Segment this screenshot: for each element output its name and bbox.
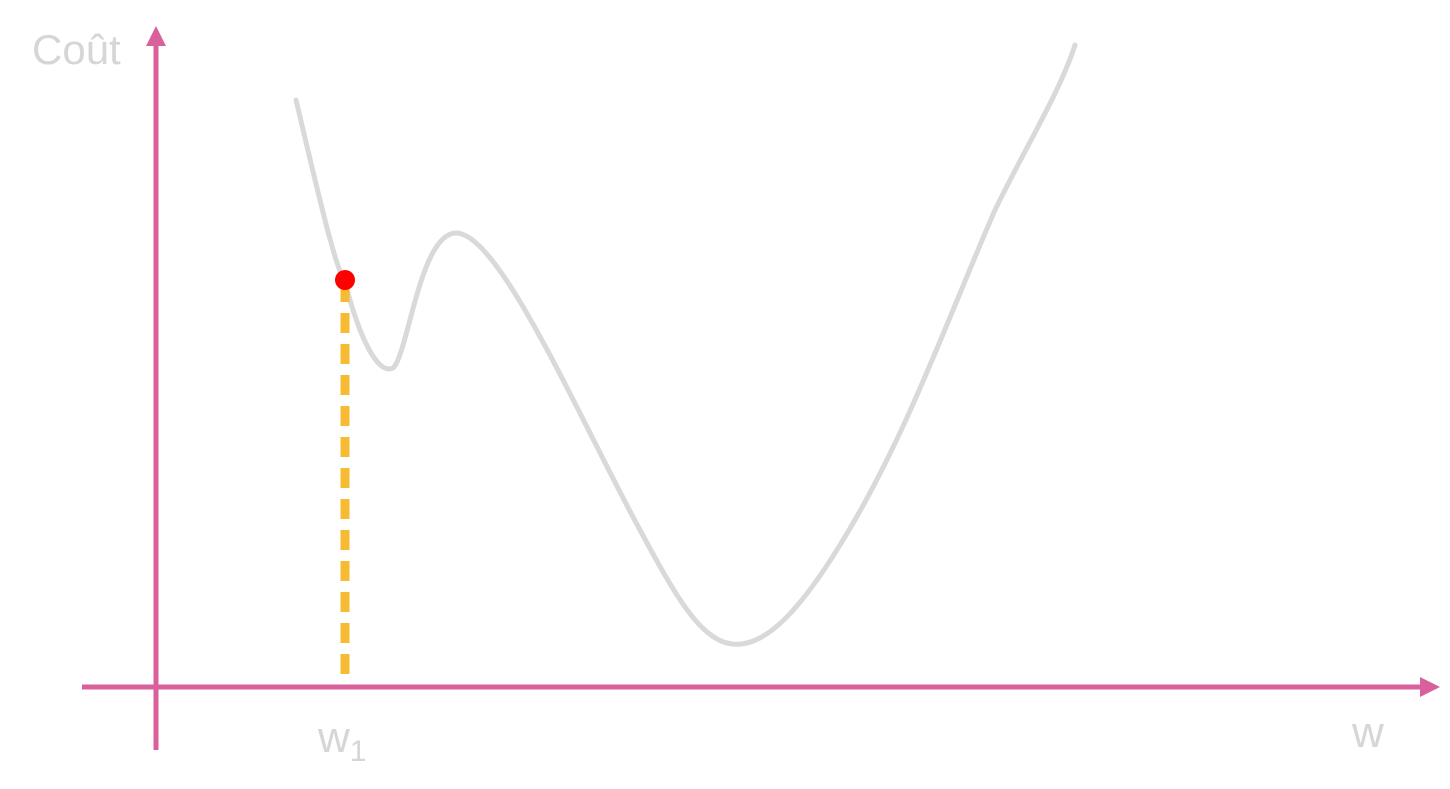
w1-label-subscript: 1: [350, 735, 367, 768]
y-axis-label: Coût: [32, 26, 121, 73]
x-axis-label: w: [1351, 708, 1384, 757]
w1-label-main: w: [317, 713, 350, 762]
current-point: [335, 270, 355, 290]
cost-curve: [293, 42, 1078, 647]
w1-label: w1: [317, 713, 366, 768]
